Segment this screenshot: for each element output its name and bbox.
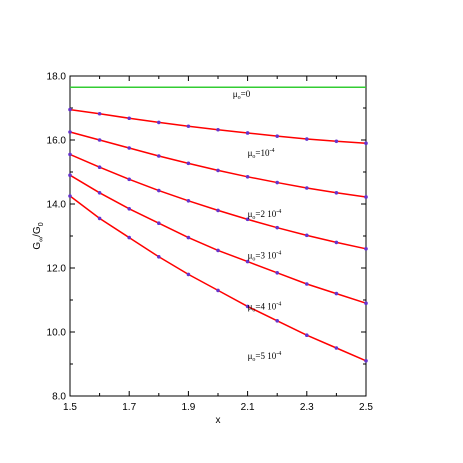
y-tick-label: 8.0 — [52, 392, 66, 403]
data-point — [334, 191, 339, 195]
y-tick-label: 16.0 — [47, 136, 67, 147]
y-tick-label: 10.0 — [47, 328, 67, 339]
data-point — [157, 188, 161, 193]
y-axis-label-slash: /G — [32, 226, 43, 237]
x-tick-label: 2.5 — [359, 402, 373, 413]
data-point — [216, 127, 220, 132]
data-point — [305, 137, 309, 141]
series-line-1 — [69, 108, 367, 144]
data-point — [97, 138, 102, 142]
data-point — [216, 168, 220, 173]
data-point — [275, 180, 280, 185]
series-line-5 — [69, 195, 367, 362]
y-axis-ticks: 8.0 10.0 12.0 14.0 16.0 18.0 — [47, 72, 366, 403]
svg-text:G∞/G0: G∞/G0 — [32, 222, 45, 249]
data-point — [157, 254, 161, 259]
data-point — [68, 130, 72, 134]
data-point — [305, 333, 309, 338]
data-point — [68, 194, 72, 198]
data-point — [97, 165, 102, 169]
data-point — [186, 272, 191, 277]
data-point — [127, 207, 131, 211]
data-point — [275, 271, 280, 275]
data-point — [216, 248, 220, 253]
data-point — [334, 139, 339, 144]
data-point — [334, 346, 339, 350]
data-point — [186, 161, 191, 166]
x-tick-label: 2.3 — [300, 402, 314, 413]
data-point — [127, 116, 131, 121]
series-label-4: μo=4 10-4 — [248, 302, 282, 314]
data-point — [305, 282, 309, 286]
data-point — [216, 208, 220, 213]
y-axis-label-main: G — [32, 242, 43, 250]
data-point — [275, 225, 280, 230]
data-point — [245, 175, 250, 179]
series-layer — [68, 86, 368, 363]
x-tick-label: 1.9 — [181, 402, 195, 413]
data-point — [245, 259, 250, 264]
data-point — [305, 233, 309, 238]
data-point — [364, 141, 368, 145]
data-point — [364, 301, 368, 306]
data-point — [186, 199, 191, 203]
data-point — [245, 131, 250, 135]
data-point — [68, 173, 72, 177]
data-point — [186, 235, 191, 240]
y-tick-label: 14.0 — [47, 200, 67, 211]
series-label-1: μo=10-4 — [248, 148, 275, 160]
data-point — [275, 319, 280, 323]
y-tick-label: 18.0 — [47, 72, 67, 83]
series-line-2 — [69, 131, 367, 198]
data-point — [364, 359, 368, 363]
data-point — [97, 111, 102, 116]
x-tick-label: 2.1 — [241, 402, 255, 413]
data-point — [334, 240, 339, 245]
data-point — [305, 186, 309, 190]
y-tick-label: 12.0 — [47, 264, 67, 275]
data-point — [68, 152, 72, 157]
series-labels: μo=0 μo=10-4 μo=2 10-4 μo=3 10-4 μo=4 10-4 μo… — [233, 89, 281, 363]
series-label-2: μo=2 10-4 — [248, 209, 282, 221]
data-point — [68, 107, 72, 112]
data-point — [245, 304, 250, 309]
x-axis-label: x — [216, 415, 221, 426]
y-axis-label: G∞/G0 — [32, 222, 45, 249]
series-label-0: μo=0 — [233, 89, 251, 101]
data-point — [127, 146, 131, 150]
data-point — [97, 216, 102, 221]
data-point — [334, 291, 339, 296]
series-label-5: μo=5 10-4 — [248, 351, 282, 363]
data-point — [157, 120, 161, 125]
y-axis-label-sub1: ∞ — [38, 237, 45, 242]
data-point — [157, 221, 161, 225]
data-point — [97, 191, 102, 195]
data-point — [186, 124, 191, 129]
data-point — [245, 217, 250, 222]
data-point — [364, 195, 368, 199]
data-point — [275, 134, 280, 138]
data-point — [157, 154, 161, 158]
data-point — [127, 177, 131, 182]
series-label-3: μo=3 10-4 — [248, 250, 282, 262]
y-axis-label-sub2: 0 — [38, 222, 45, 226]
plot-frame — [69, 75, 367, 397]
data-point — [127, 235, 131, 240]
data-point — [216, 288, 220, 293]
x-axis-ticks: 1.5 1.7 1.9 2.1 2.3 2.5 — [63, 76, 373, 413]
x-tick-label: 1.5 — [63, 402, 77, 413]
data-point — [364, 247, 368, 251]
x-tick-label: 1.7 — [122, 402, 136, 413]
